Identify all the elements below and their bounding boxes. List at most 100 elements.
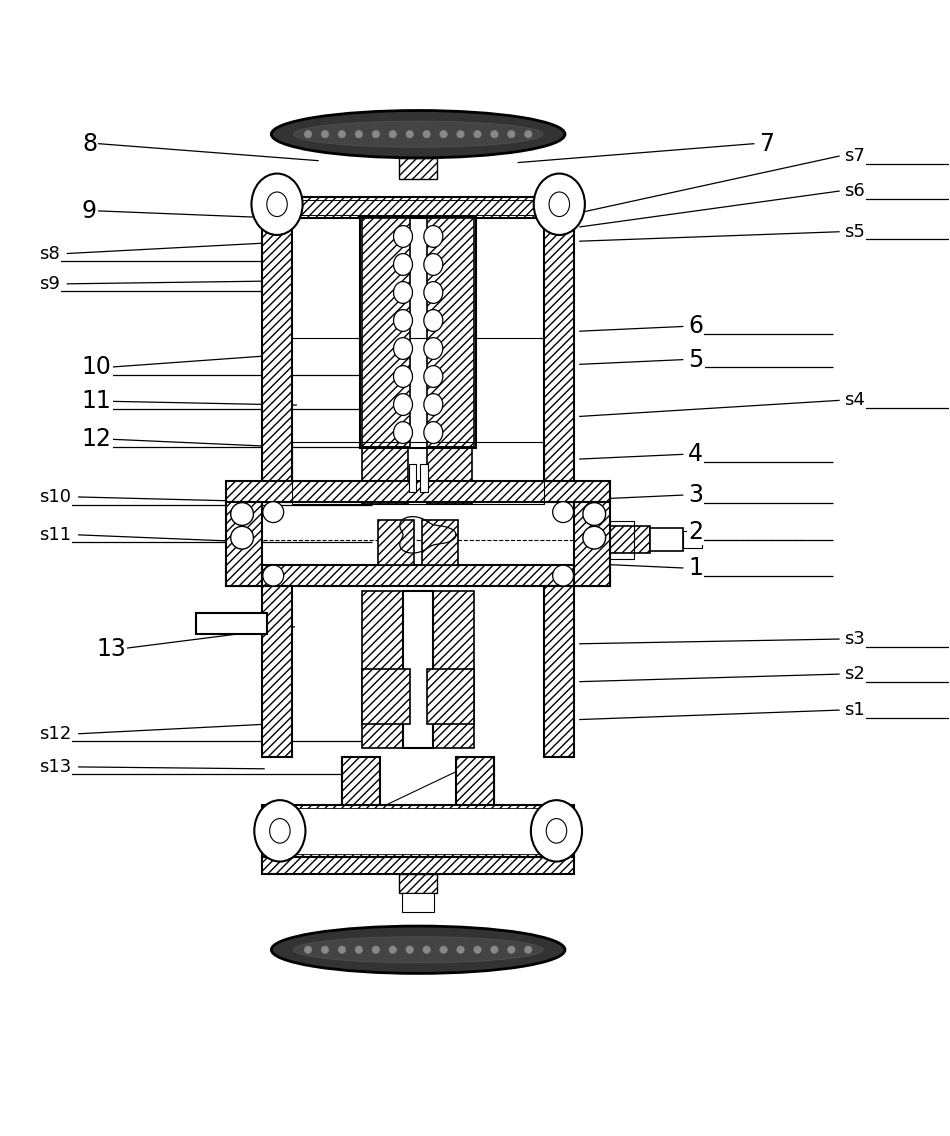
- Ellipse shape: [424, 421, 443, 443]
- Ellipse shape: [231, 502, 254, 525]
- Bar: [262, 217, 293, 502]
- Ellipse shape: [423, 946, 430, 953]
- Ellipse shape: [549, 192, 570, 217]
- Bar: [362, 591, 409, 747]
- Text: 8: 8: [82, 132, 97, 156]
- Bar: [427, 446, 472, 503]
- Text: 3: 3: [688, 483, 703, 507]
- Bar: [380, 758, 456, 857]
- Text: 11: 11: [82, 390, 112, 414]
- Ellipse shape: [389, 946, 396, 953]
- Text: 6: 6: [688, 315, 703, 339]
- Ellipse shape: [440, 946, 447, 953]
- Bar: [399, 158, 437, 178]
- Ellipse shape: [524, 946, 532, 953]
- Bar: [408, 463, 416, 492]
- Ellipse shape: [474, 131, 482, 137]
- Bar: [293, 442, 544, 503]
- Text: s9: s9: [39, 275, 60, 293]
- Bar: [575, 502, 611, 586]
- Bar: [226, 481, 611, 502]
- Text: 7: 7: [759, 132, 774, 156]
- Text: s10: s10: [39, 488, 71, 506]
- Bar: [262, 857, 575, 874]
- Ellipse shape: [389, 131, 396, 137]
- Text: 12: 12: [82, 427, 112, 451]
- Bar: [403, 591, 433, 747]
- Ellipse shape: [507, 946, 515, 953]
- Bar: [683, 531, 702, 548]
- Text: 2: 2: [688, 520, 703, 544]
- Bar: [362, 217, 409, 446]
- Ellipse shape: [372, 946, 380, 953]
- Ellipse shape: [355, 946, 363, 953]
- Bar: [427, 669, 474, 725]
- Bar: [262, 586, 293, 758]
- Ellipse shape: [393, 366, 412, 387]
- Ellipse shape: [255, 800, 306, 861]
- Text: 13: 13: [96, 636, 126, 660]
- Bar: [422, 519, 458, 565]
- Ellipse shape: [534, 174, 585, 235]
- Ellipse shape: [583, 502, 605, 525]
- Text: s8: s8: [39, 244, 60, 262]
- Bar: [611, 520, 635, 559]
- Bar: [420, 463, 428, 492]
- Bar: [402, 893, 434, 912]
- Ellipse shape: [252, 174, 303, 235]
- Ellipse shape: [231, 526, 254, 549]
- Bar: [226, 502, 262, 586]
- Text: 4: 4: [688, 442, 703, 467]
- Bar: [427, 591, 474, 747]
- Bar: [378, 519, 414, 565]
- Ellipse shape: [393, 421, 412, 443]
- Bar: [262, 804, 575, 857]
- Ellipse shape: [393, 226, 412, 248]
- Ellipse shape: [267, 192, 287, 217]
- Text: 5: 5: [688, 348, 703, 371]
- Ellipse shape: [406, 131, 413, 137]
- Ellipse shape: [304, 131, 312, 137]
- Bar: [362, 446, 408, 503]
- Text: s4: s4: [845, 391, 865, 409]
- Ellipse shape: [270, 819, 290, 843]
- Ellipse shape: [321, 946, 329, 953]
- Text: 9: 9: [82, 199, 97, 223]
- Ellipse shape: [524, 131, 532, 137]
- Ellipse shape: [294, 122, 543, 148]
- Ellipse shape: [424, 310, 443, 332]
- Bar: [427, 217, 474, 446]
- Ellipse shape: [263, 502, 284, 523]
- Bar: [360, 217, 476, 448]
- Ellipse shape: [553, 565, 574, 586]
- Ellipse shape: [546, 819, 567, 843]
- Ellipse shape: [338, 131, 346, 137]
- Ellipse shape: [393, 282, 412, 303]
- Ellipse shape: [393, 310, 412, 332]
- Ellipse shape: [507, 131, 515, 137]
- Ellipse shape: [393, 394, 412, 416]
- Ellipse shape: [393, 337, 412, 359]
- Ellipse shape: [474, 946, 482, 953]
- Ellipse shape: [424, 394, 443, 416]
- Bar: [362, 669, 409, 725]
- Ellipse shape: [304, 946, 312, 953]
- Ellipse shape: [424, 366, 443, 387]
- Ellipse shape: [263, 565, 284, 586]
- Text: s13: s13: [39, 758, 71, 776]
- Text: 1: 1: [688, 556, 703, 580]
- Bar: [611, 526, 650, 553]
- Bar: [196, 613, 267, 634]
- Ellipse shape: [490, 946, 498, 953]
- Ellipse shape: [457, 946, 465, 953]
- Bar: [293, 200, 544, 215]
- Ellipse shape: [440, 131, 447, 137]
- Text: s11: s11: [39, 526, 71, 544]
- Ellipse shape: [372, 131, 380, 137]
- Bar: [342, 758, 380, 857]
- Ellipse shape: [531, 800, 582, 861]
- Bar: [544, 217, 575, 502]
- Ellipse shape: [490, 131, 498, 137]
- Bar: [544, 586, 575, 758]
- Text: s7: s7: [845, 147, 865, 165]
